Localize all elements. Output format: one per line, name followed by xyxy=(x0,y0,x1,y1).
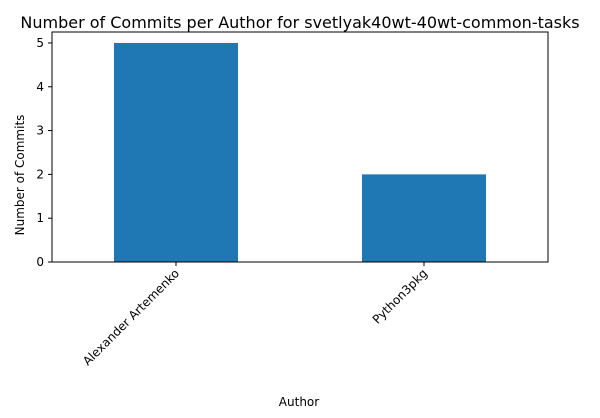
x-tick-label-0: Alexander Artemenko xyxy=(80,266,182,368)
plot-area xyxy=(51,31,549,263)
y-axis-label: Number of Commits xyxy=(13,115,27,236)
y-tick-label-5: 5 xyxy=(36,36,44,50)
plot-frame xyxy=(51,31,549,263)
y-tick-label-3: 3 xyxy=(36,124,44,138)
y-tick-label-2: 2 xyxy=(36,167,44,181)
bar-1 xyxy=(362,174,486,262)
x-axis-label: Author xyxy=(279,395,319,409)
y-tick-label-4: 4 xyxy=(36,80,44,94)
x-tick-label-1: Python3pkg xyxy=(370,266,430,326)
chart-title: Number of Commits per Author for svetlya… xyxy=(20,13,579,32)
bars xyxy=(114,42,486,263)
x-axis: Alexander Artemenko Python3pkg xyxy=(80,262,430,368)
y-axis: 0 1 2 3 4 5 xyxy=(36,36,52,269)
y-tick-label-1: 1 xyxy=(36,211,44,225)
bar-0 xyxy=(114,42,238,263)
y-tick-label-0: 0 xyxy=(36,255,44,269)
